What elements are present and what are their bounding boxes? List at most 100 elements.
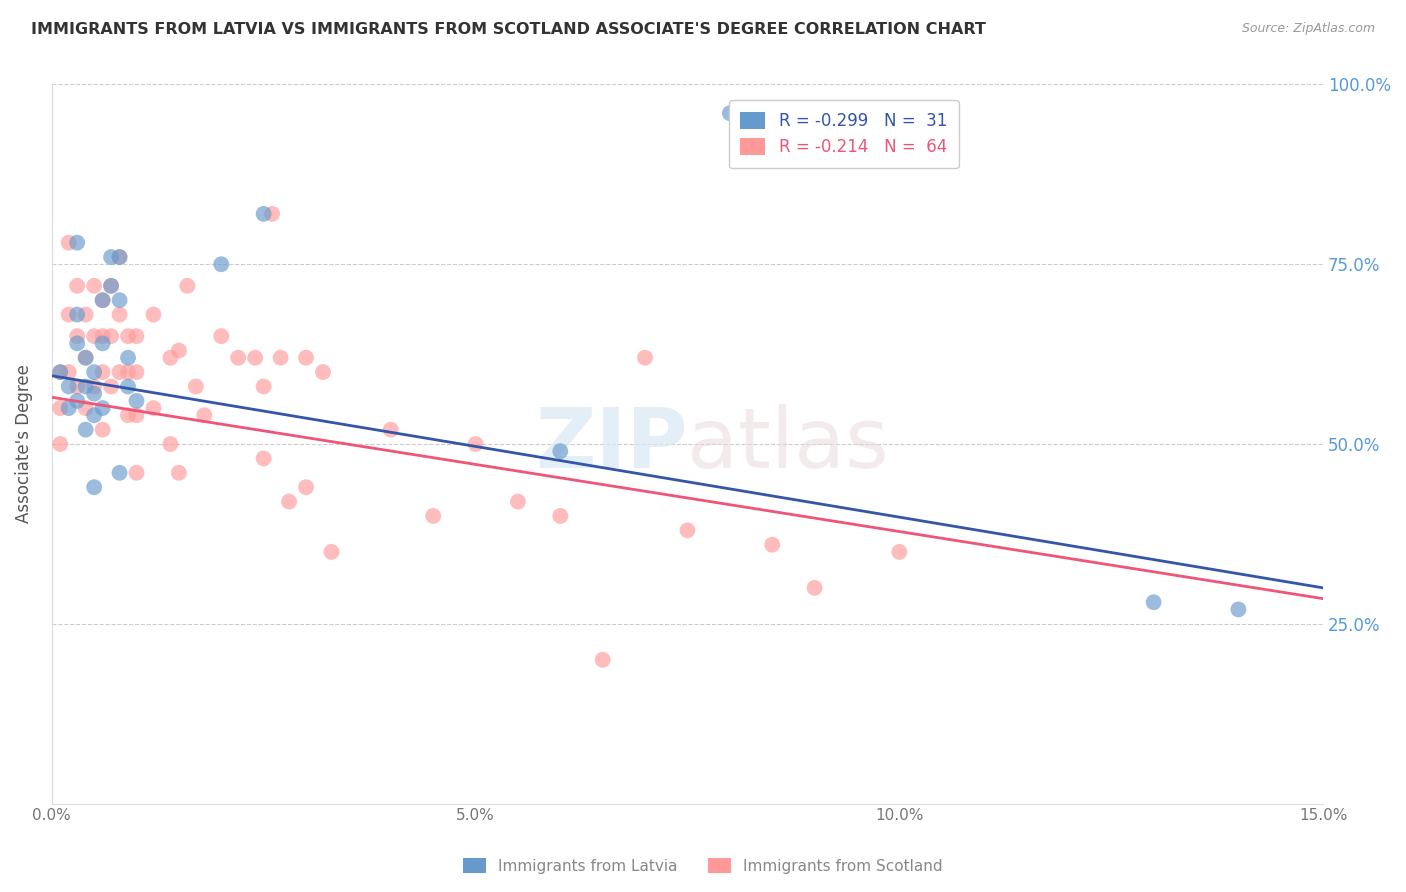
- Point: [321, 545, 343, 559]
- Point: [75, 351, 97, 365]
- Point: [117, 329, 139, 343]
- Point: [1142, 595, 1164, 609]
- Point: [278, 494, 301, 508]
- Point: [66, 393, 89, 408]
- Point: [75, 401, 97, 415]
- Point: [550, 508, 572, 523]
- Point: [91, 423, 114, 437]
- Point: [550, 444, 572, 458]
- Point: [108, 293, 131, 308]
- Point: [49, 365, 72, 379]
- Point: [117, 351, 139, 365]
- Point: [83, 329, 105, 343]
- Legend: R = -0.299   N =  31, R = -0.214   N =  64: R = -0.299 N = 31, R = -0.214 N = 64: [728, 100, 959, 168]
- Point: [108, 308, 131, 322]
- Point: [159, 437, 181, 451]
- Point: [66, 379, 89, 393]
- Point: [125, 409, 148, 423]
- Point: [262, 207, 284, 221]
- Text: IMMIGRANTS FROM LATVIA VS IMMIGRANTS FROM SCOTLAND ASSOCIATE'S DEGREE CORRELATIO: IMMIGRANTS FROM LATVIA VS IMMIGRANTS FRO…: [31, 22, 986, 37]
- Point: [58, 365, 80, 379]
- Point: [49, 365, 72, 379]
- Point: [125, 365, 148, 379]
- Point: [58, 379, 80, 393]
- Point: [108, 250, 131, 264]
- Point: [58, 401, 80, 415]
- Point: [75, 351, 97, 365]
- Point: [142, 401, 165, 415]
- Text: ZIP: ZIP: [534, 403, 688, 484]
- Point: [889, 545, 911, 559]
- Point: [380, 423, 402, 437]
- Point: [209, 257, 232, 271]
- Point: [83, 379, 105, 393]
- Point: [100, 250, 122, 264]
- Point: [226, 351, 249, 365]
- Point: [312, 365, 335, 379]
- Text: Source: ZipAtlas.com: Source: ZipAtlas.com: [1241, 22, 1375, 36]
- Point: [91, 329, 114, 343]
- Point: [100, 379, 122, 393]
- Point: [243, 351, 266, 365]
- Point: [100, 278, 122, 293]
- Point: [803, 581, 825, 595]
- Point: [117, 409, 139, 423]
- Point: [58, 308, 80, 322]
- Point: [592, 653, 614, 667]
- Point: [91, 293, 114, 308]
- Text: atlas: atlas: [688, 403, 889, 484]
- Point: [193, 409, 215, 423]
- Point: [167, 466, 190, 480]
- Point: [83, 409, 105, 423]
- Point: [676, 524, 699, 538]
- Y-axis label: Associate's Degree: Associate's Degree: [15, 365, 32, 524]
- Point: [83, 365, 105, 379]
- Point: [66, 308, 89, 322]
- Point: [49, 437, 72, 451]
- Point: [108, 250, 131, 264]
- Point: [58, 235, 80, 250]
- Point: [91, 401, 114, 415]
- Point: [253, 379, 276, 393]
- Point: [66, 336, 89, 351]
- Point: [83, 278, 105, 293]
- Point: [422, 508, 444, 523]
- Point: [1227, 602, 1250, 616]
- Point: [253, 207, 276, 221]
- Point: [91, 365, 114, 379]
- Point: [506, 494, 529, 508]
- Point: [91, 336, 114, 351]
- Legend: Immigrants from Latvia, Immigrants from Scotland: Immigrants from Latvia, Immigrants from …: [457, 852, 949, 880]
- Point: [91, 293, 114, 308]
- Point: [159, 351, 181, 365]
- Point: [117, 379, 139, 393]
- Point: [108, 365, 131, 379]
- Point: [125, 329, 148, 343]
- Point: [761, 538, 783, 552]
- Point: [167, 343, 190, 358]
- Point: [66, 329, 89, 343]
- Point: [295, 480, 318, 494]
- Point: [464, 437, 486, 451]
- Point: [66, 278, 89, 293]
- Point: [295, 351, 318, 365]
- Point: [75, 423, 97, 437]
- Point: [253, 451, 276, 466]
- Point: [83, 386, 105, 401]
- Point: [66, 235, 89, 250]
- Point: [209, 329, 232, 343]
- Point: [184, 379, 207, 393]
- Point: [142, 308, 165, 322]
- Point: [100, 329, 122, 343]
- Point: [270, 351, 292, 365]
- Point: [117, 365, 139, 379]
- Point: [634, 351, 657, 365]
- Point: [49, 401, 72, 415]
- Point: [718, 106, 741, 120]
- Point: [75, 308, 97, 322]
- Point: [100, 278, 122, 293]
- Point: [83, 480, 105, 494]
- Point: [125, 393, 148, 408]
- Point: [108, 466, 131, 480]
- Point: [125, 466, 148, 480]
